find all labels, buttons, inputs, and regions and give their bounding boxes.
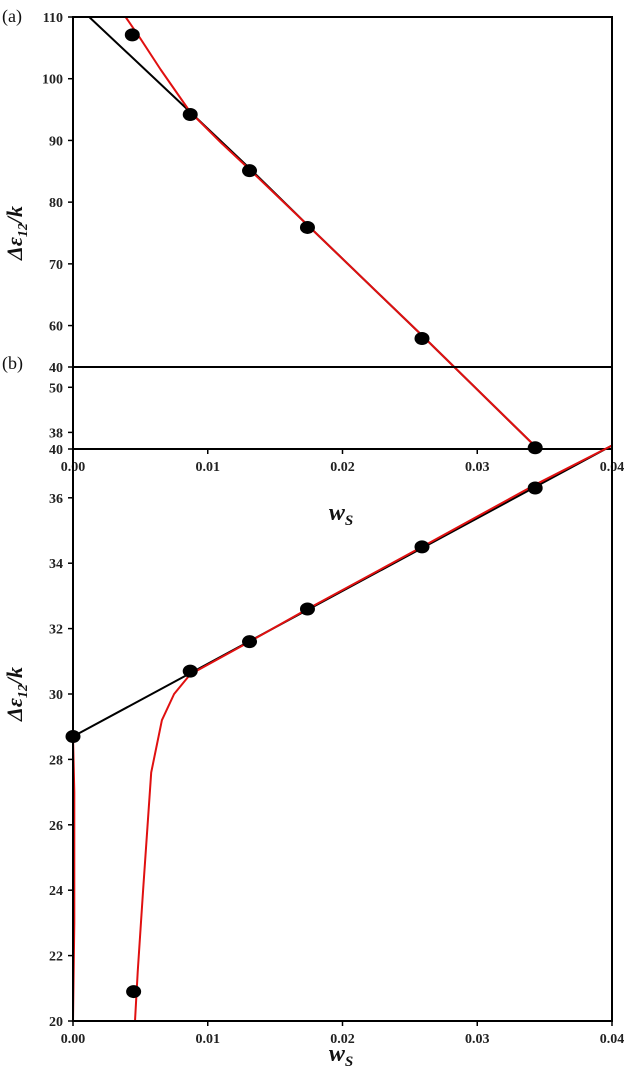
panel-b-x-axis-title-sub: S <box>345 1054 353 1068</box>
panel-a-x-tick-label: 0.03 <box>465 460 490 475</box>
panel-b-data-point <box>126 985 142 999</box>
panel-b-x-tick-label: 0.01 <box>196 1032 221 1047</box>
panel-b-data-point <box>299 602 315 616</box>
panel-a-label: (a) <box>2 6 22 27</box>
panel-b-y-tick-label: 30 <box>49 688 63 703</box>
panel-b-y-tick-label: 24 <box>49 884 63 899</box>
panel-a-data-point <box>242 164 258 178</box>
panel-b-x-axis-title: wS <box>329 1041 353 1068</box>
panel-a-x-tick-label: 0.02 <box>330 460 355 475</box>
panel-a-y-tick-label: 110 <box>43 11 63 26</box>
panel-a-y-tick-label: 60 <box>49 320 63 335</box>
panel-b-label: (b) <box>2 353 23 374</box>
panel-b-y-tick-label: 36 <box>49 492 63 507</box>
panel-b-y-tick-label: 34 <box>49 557 63 572</box>
panel-b-data-point <box>182 664 198 678</box>
panel-a-y-axis-title-sub: 12 <box>16 223 31 237</box>
panel-a-data-point <box>182 108 198 122</box>
panel-b-y-tick-label: 40 <box>49 361 63 376</box>
panel-a-data-point <box>299 220 315 234</box>
chart-panel-b: (b) wS Δε12/k 0.00 0.01 0.02 0.03 0.04202224… <box>2 353 624 1068</box>
panel-b-x-tick-label: 0.03 <box>465 1032 490 1047</box>
panel-b-plot-frame <box>72 366 613 1022</box>
panel-b-y-tick-label: 32 <box>49 623 63 638</box>
panel-b-x-axis-title-main: w <box>329 1041 346 1067</box>
panel-a-y-tick-label: 40 <box>49 443 63 458</box>
panel-a-data-point <box>527 441 543 455</box>
panel-b-data-point <box>414 540 430 554</box>
panel-b-x-tick-label: 0.04 <box>600 1032 625 1047</box>
panel-a-data-point <box>124 28 140 42</box>
panel-b-y-tick-label: 26 <box>49 819 63 834</box>
panel-a-y-tick-label: 100 <box>42 73 63 88</box>
chart-panel-a: (a) wS Δε12/k 0.00 0.01 0.02 0.03 0.04405060… <box>2 6 624 529</box>
panel-b-y-tick-label: 28 <box>49 753 63 768</box>
panel-a-plot-frame <box>72 16 613 450</box>
panel-b-y-tick-label: 22 <box>49 950 63 965</box>
panel-a-x-axis-title: wS <box>329 500 353 529</box>
panel-b-y-axis-title-main: Δε <box>2 698 27 722</box>
panel-a-y-tick-label: 50 <box>49 381 63 396</box>
panel-a-y-axis-title: Δε12/k <box>2 206 31 261</box>
panel-b-x-tick-label: 0.00 <box>61 1032 86 1047</box>
panel-a-data-point <box>414 332 430 346</box>
panel-a-y-tick-label: 90 <box>49 134 63 149</box>
panel-b-y-axis-title-sub: 12 <box>16 684 31 698</box>
panel-a-fit-line-2 <box>124 17 539 449</box>
panel-b-y-axis-title: Δε12/k <box>2 667 31 722</box>
panel-b-fit-line-2 <box>134 444 612 1021</box>
panel-a-y-tick-label: 80 <box>49 196 63 211</box>
panel-a-y-axis-title-suffix: /k <box>2 206 27 225</box>
panel-b-data-point <box>242 635 258 649</box>
panel-a-y-tick-label: 70 <box>49 258 63 273</box>
panel-a-x-axis-title-main: w <box>329 500 346 526</box>
panel-a-y-axis-title-main: Δε <box>2 237 27 261</box>
panel-b-y-axis-title-suffix: /k <box>2 667 27 686</box>
panel-a-x-axis-title-sub: S <box>345 513 353 529</box>
panel-b-data-point <box>527 481 543 495</box>
panel-b-y-tick-label: 38 <box>49 426 63 441</box>
panel-b-y-tick-label: 20 <box>49 1015 63 1030</box>
panel-b-x-tick-label: 0.02 <box>330 1032 355 1047</box>
panel-a-x-tick-label: 0.01 <box>196 460 221 475</box>
